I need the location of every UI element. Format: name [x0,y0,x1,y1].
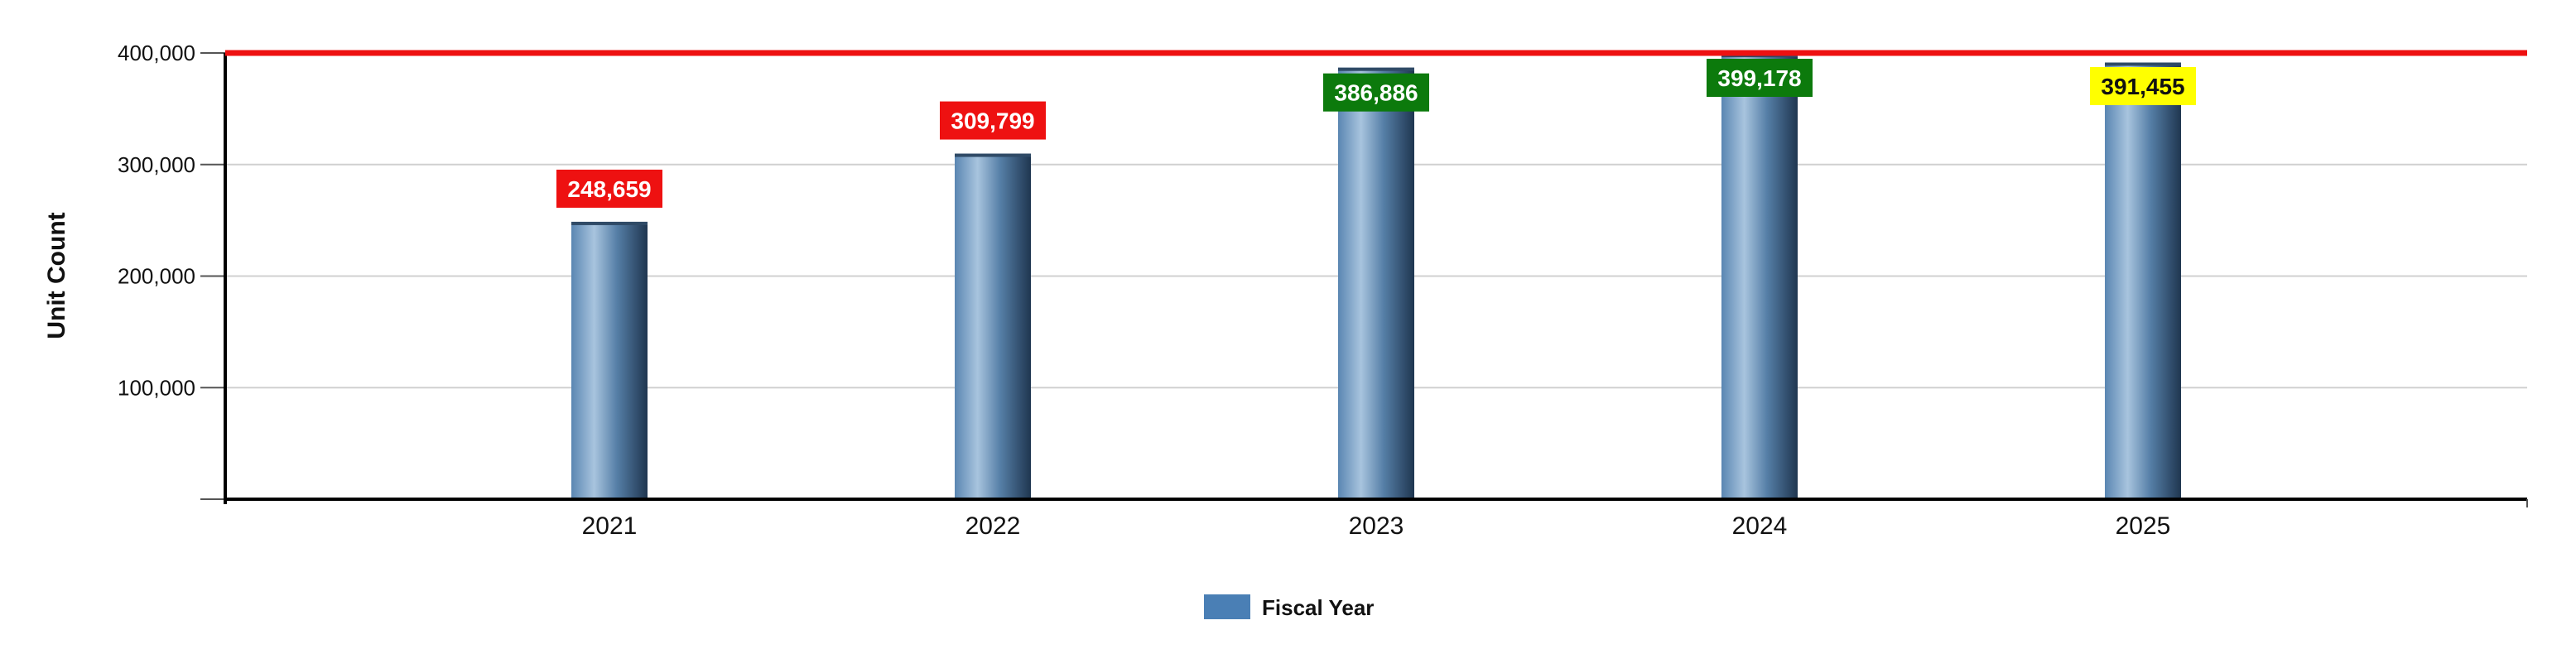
data-label: 391,455 [2101,74,2184,99]
bar-top-edge [571,221,648,225]
x-tick-label: 2023 [1349,512,1404,540]
data-label-box [1707,59,1813,97]
bar-top-edge [2105,62,2181,66]
bar-top-edge [955,153,1031,157]
data-labels: 248,659 309,799 386,886 399,178 391,455 [556,59,2196,208]
y-tick-label: 100,000 [118,375,195,400]
bars [571,54,2181,500]
axis-text: 100,000 200,000 300,000 400,000 2021 2022 2023… [43,41,2170,540]
data-label-box [940,101,1046,140]
data-label-box [556,169,662,208]
data-label-box [2090,67,2196,105]
y-tick-label: 200,000 [118,264,195,289]
axes [200,52,2528,507]
data-label-box [1323,73,1429,112]
bar [955,153,1031,500]
legend-swatch [1204,594,1250,619]
data-label: 386,886 [1334,80,1418,106]
legend: Fiscal Year [1204,594,1374,620]
bar [1338,67,1414,499]
legend-label: Fiscal Year [1262,595,1374,620]
bar [2105,62,2181,499]
x-tick-label: 2024 [1732,512,1788,540]
y-tick-label: 400,000 [118,41,195,65]
bar-top-edge [1338,67,1414,71]
data-label: 399,178 [1717,65,1801,91]
x-tick-label: 2022 [965,512,1021,540]
bar [571,221,648,499]
x-tick-label: 2021 [582,512,638,540]
data-label: 248,659 [567,176,651,202]
y-axis-title: Unit Count [43,212,70,339]
data-label: 309,799 [951,108,1034,134]
x-tick-label: 2025 [2116,512,2171,540]
bar [1721,54,1798,499]
y-tick-label: 300,000 [118,152,195,177]
